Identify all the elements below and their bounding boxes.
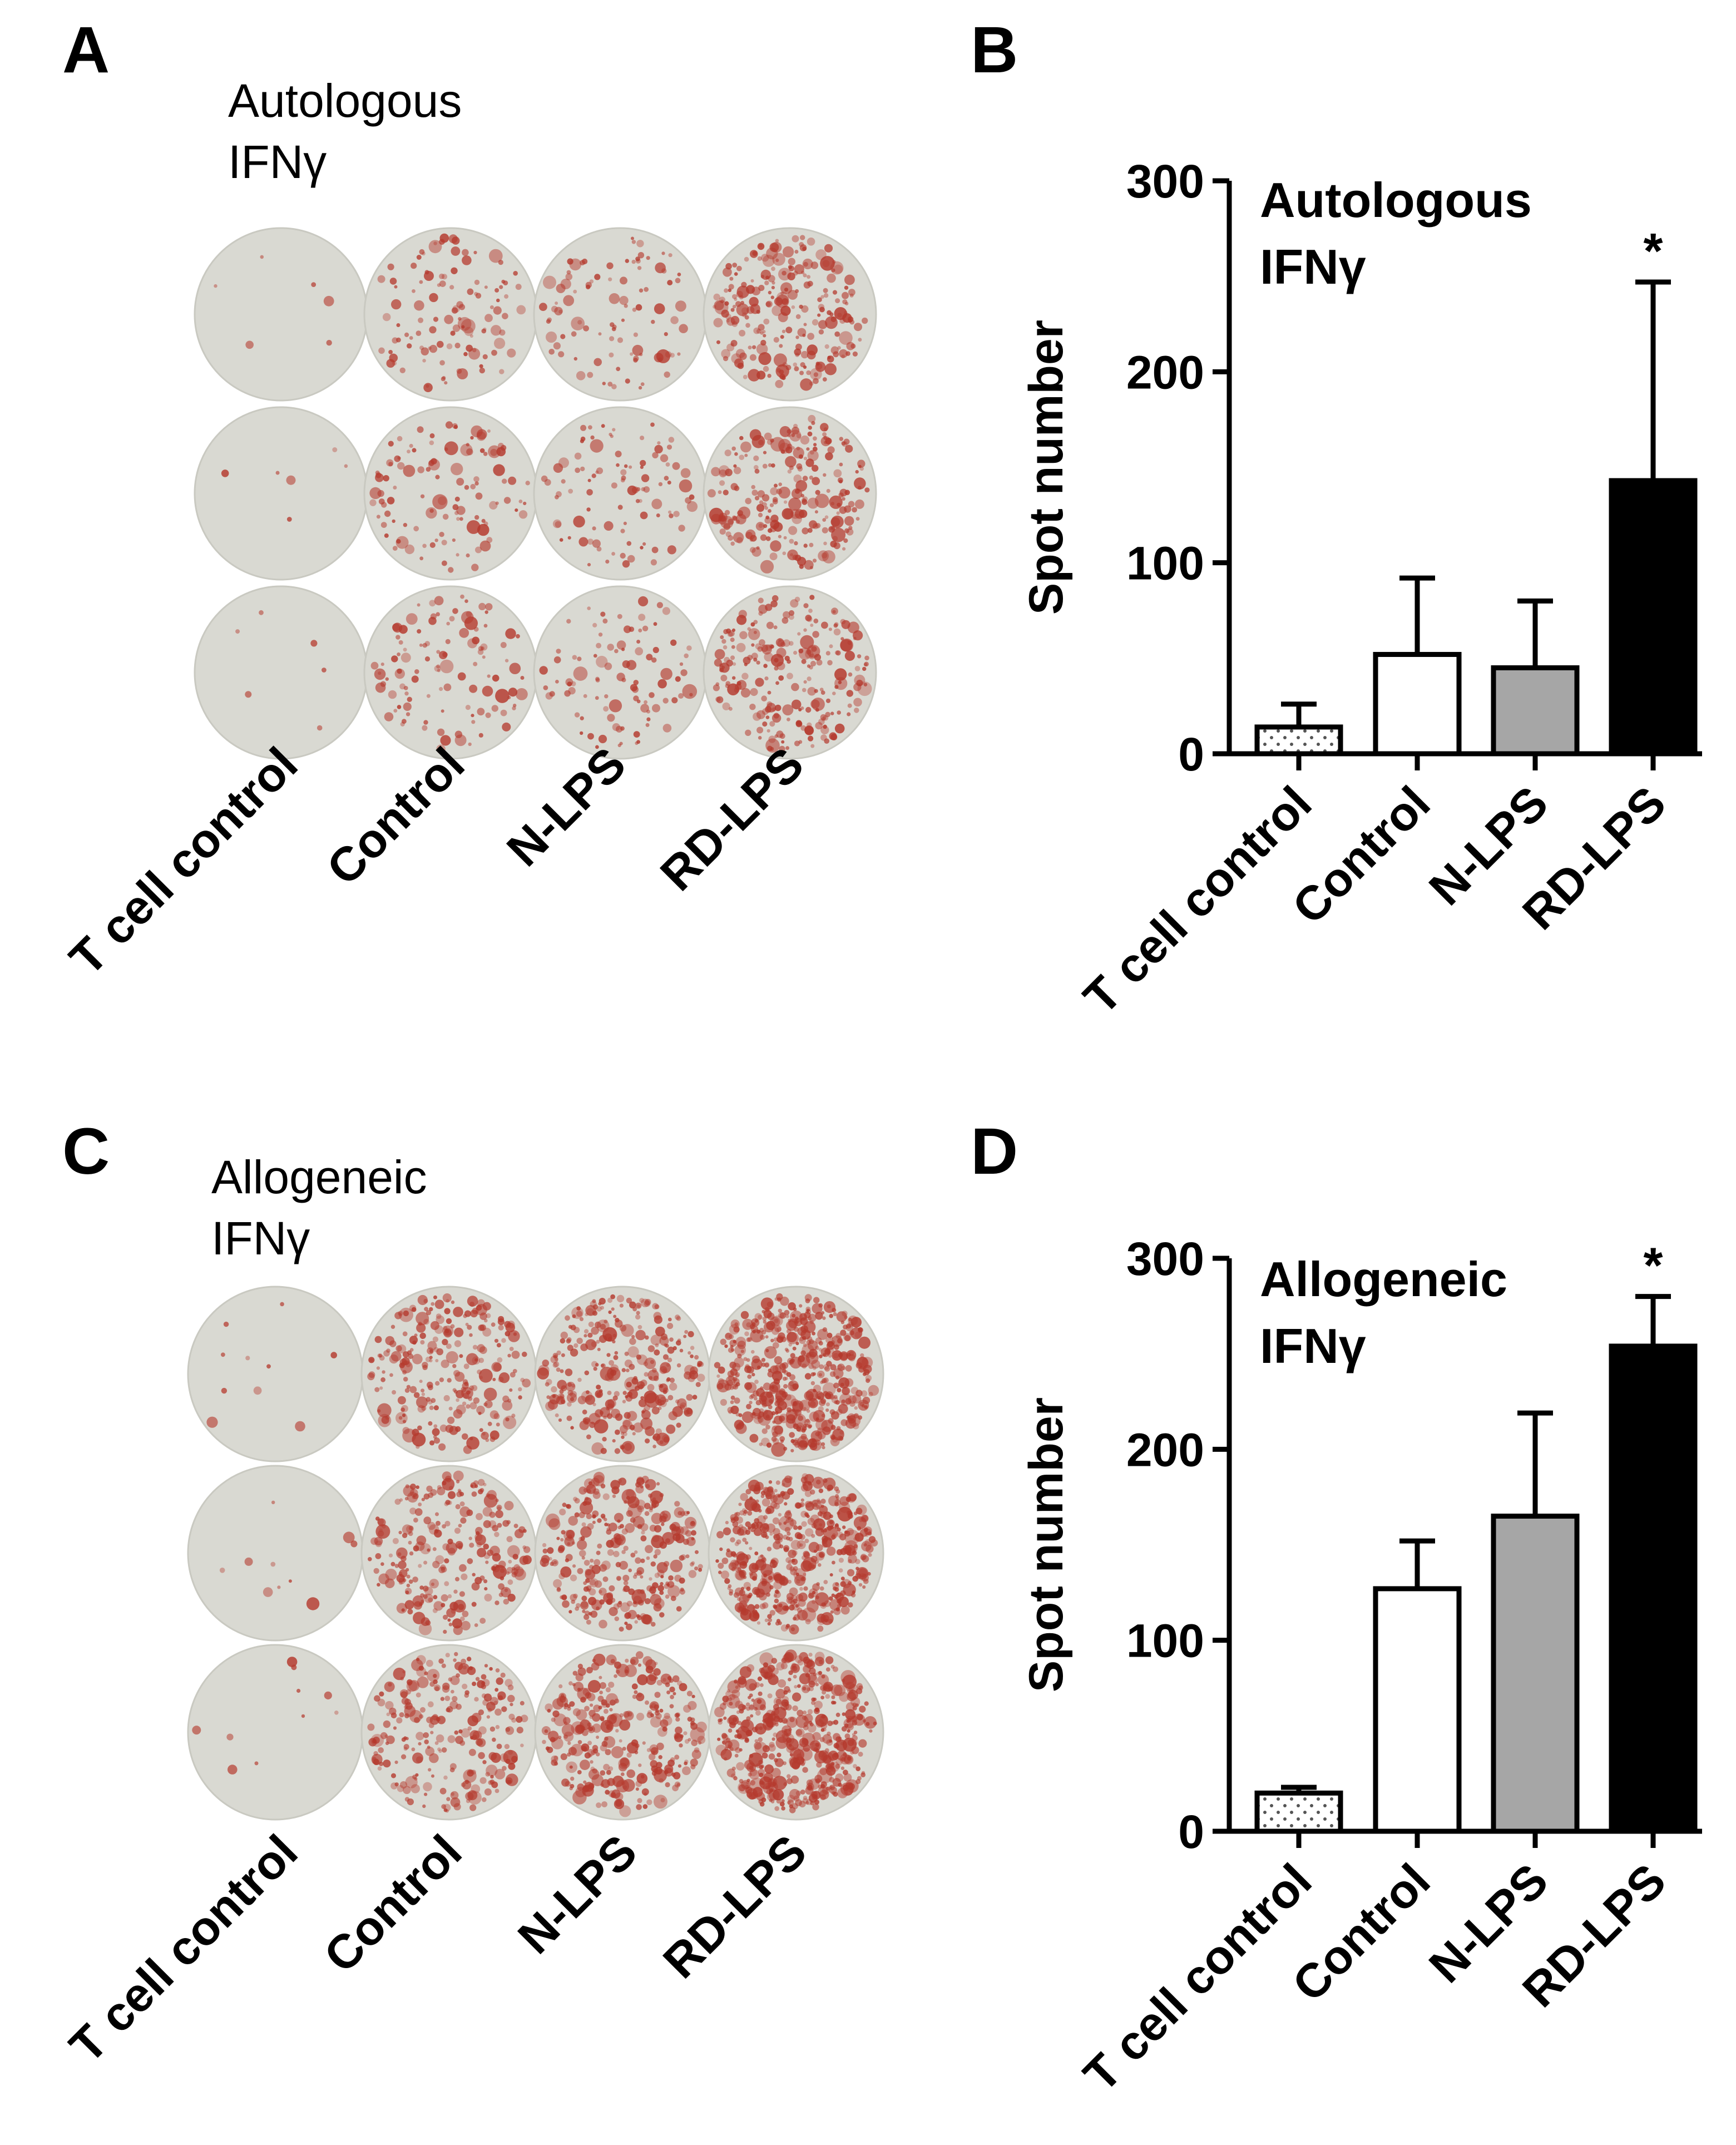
panel-c: C Allogeneic IFNγ T cell control Control N… — [60, 1115, 884, 2073]
y-tick-label: 300 — [1126, 155, 1204, 207]
significance-marker: * — [1643, 224, 1663, 279]
panel-c-title-line2: IFNγ — [211, 1212, 310, 1264]
well — [703, 585, 877, 760]
chart-title-line2: IFNγ — [1260, 239, 1366, 294]
well-column-label: T cell control — [60, 1825, 308, 2073]
well-column-label: RD-LPS — [653, 1825, 817, 1989]
y-tick-label: 0 — [1178, 728, 1204, 780]
y-tick-label: 100 — [1126, 1615, 1204, 1667]
well — [534, 1465, 711, 1642]
panel-a: A Autologous IFNγ T cell control Control N… — [60, 13, 877, 986]
well — [187, 1644, 364, 1821]
well-labels-a: T cell control Control N-LPS RD-LPS — [60, 738, 814, 986]
well — [187, 1465, 364, 1642]
well-column-label: T cell control — [60, 738, 308, 986]
panel-letter-d: D — [971, 1115, 1018, 1188]
y-tick-label: 100 — [1126, 537, 1204, 590]
panel-a-title-line1: Autologous — [228, 75, 462, 127]
well — [533, 585, 708, 760]
y-tick-label: 200 — [1126, 1424, 1204, 1476]
bar — [1373, 1586, 1462, 1834]
bar-chart-b: Autologous IFNγ Spot number 0 100 200 300 T cel… — [1020, 155, 1702, 1025]
well — [708, 1644, 884, 1821]
panel-b: B Autologous IFNγ Spot number 0 100 200 300 T c… — [971, 13, 1702, 1025]
well-column-label: N-LPS — [497, 738, 636, 877]
well — [708, 1465, 884, 1642]
panel-letter-b: B — [971, 13, 1018, 87]
well — [703, 406, 877, 581]
panel-letter-c: C — [62, 1115, 110, 1188]
bar — [1254, 1790, 1343, 1834]
panel-c-title-line1: Allogeneic — [211, 1151, 427, 1203]
bar — [1254, 724, 1343, 757]
well — [533, 406, 708, 581]
well-plate-a — [194, 227, 877, 760]
chart-title-line1: Allogeneic — [1260, 1252, 1507, 1307]
well-labels-c: T cell control Control N-LPS RD-LPS — [60, 1825, 817, 2073]
well — [194, 406, 368, 581]
well — [703, 227, 877, 402]
y-tick-label: 0 — [1178, 1806, 1204, 1858]
bar-chart-d: Allogeneic IFNγ Spot number 0 100 200 300 T cel… — [1020, 1233, 1702, 2102]
chart-title-line1: Autologous — [1260, 172, 1532, 228]
well — [360, 1644, 537, 1821]
y-tick-label: 300 — [1126, 1233, 1204, 1285]
well-column-label: RD-LPS — [650, 738, 814, 901]
well-column-label: Control — [316, 738, 474, 896]
well — [194, 585, 368, 760]
well-column-label: N-LPS — [508, 1825, 647, 1964]
x-tick-label: T cell control — [1074, 777, 1322, 1025]
well — [360, 1465, 537, 1642]
well — [363, 406, 538, 581]
bar — [1491, 1514, 1580, 1834]
well — [363, 585, 538, 760]
well — [360, 1286, 537, 1462]
chart-title-line2: IFNγ — [1260, 1318, 1366, 1373]
y-axis-label: Spot number — [1020, 1397, 1073, 1692]
panel-letter-a: A — [62, 13, 110, 87]
bar — [1491, 665, 1580, 757]
well — [363, 227, 538, 402]
well — [534, 1286, 711, 1462]
y-tick-label: 200 — [1126, 346, 1204, 398]
well — [533, 227, 708, 402]
panel-d: D Allogeneic IFNγ Spot number 0 100 200 300 T c… — [971, 1115, 1702, 2102]
well — [534, 1644, 711, 1821]
panel-a-title-line2: IFNγ — [228, 136, 327, 188]
well — [187, 1286, 364, 1462]
x-tick-label: T cell control — [1074, 1854, 1322, 2102]
bar — [1373, 651, 1462, 757]
bar — [1609, 1343, 1698, 1834]
bar — [1609, 478, 1698, 757]
y-axis-label: Spot number — [1020, 320, 1073, 615]
well — [194, 227, 368, 402]
well — [708, 1286, 884, 1462]
well-plate-c — [187, 1286, 884, 1821]
well-column-label: Control — [314, 1825, 472, 1983]
significance-marker: * — [1643, 1238, 1663, 1294]
